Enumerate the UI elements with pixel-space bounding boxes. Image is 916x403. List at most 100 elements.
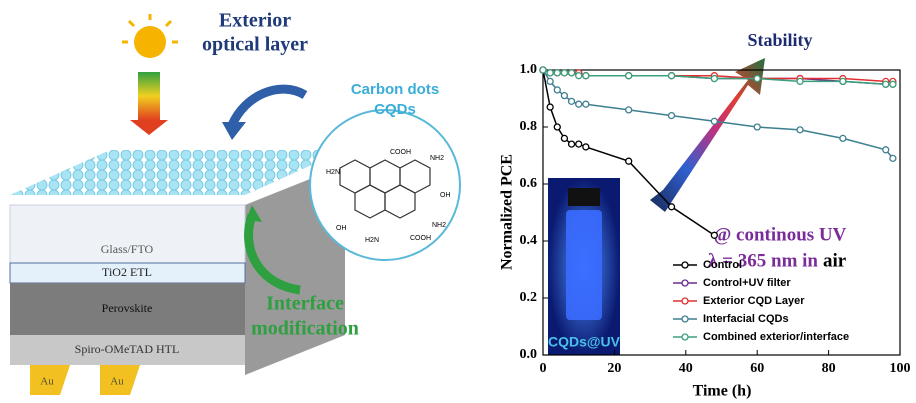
au-tab	[30, 365, 70, 395]
x-axis-label: Time (h)	[693, 383, 752, 400]
annotation: λ = 365 nm in	[708, 250, 818, 271]
arrow-head	[222, 122, 246, 140]
data-point	[560, 92, 569, 100]
y-tick-label: 0.0	[520, 347, 538, 362]
data-point	[625, 157, 633, 165]
x-tick-label: 60	[750, 361, 764, 376]
au-tab	[100, 365, 140, 395]
data-point	[539, 66, 547, 74]
data-point	[560, 69, 569, 77]
data-point	[567, 97, 576, 105]
legend-label: Combined exterior/interface	[703, 331, 849, 343]
annotation: @ continous UV	[714, 224, 847, 245]
electrode-label: Au	[110, 376, 124, 388]
legend-marker	[681, 315, 689, 323]
data-point	[796, 77, 804, 86]
data-point	[710, 231, 719, 239]
data-point	[560, 134, 569, 143]
group-label: OH	[336, 225, 347, 232]
legend-label: Interfacial CQDs	[703, 313, 789, 325]
legend-marker	[681, 333, 689, 341]
group-label: H2N	[326, 169, 340, 176]
annotation: air	[823, 250, 847, 271]
data-point	[889, 80, 897, 88]
vial-cap	[568, 188, 600, 206]
layer-label: TiO2 ETL	[102, 265, 152, 279]
perovskite-layer	[10, 283, 245, 335]
legend-label: Control	[703, 259, 742, 271]
x-tick-label: 20	[607, 361, 621, 376]
legend-marker	[681, 261, 689, 269]
group-label: OH	[440, 192, 451, 199]
vial	[566, 210, 602, 320]
data-point	[882, 80, 890, 88]
data-point	[567, 140, 576, 148]
data-point	[553, 69, 561, 77]
data-point	[575, 72, 583, 80]
label: Carbon dots	[351, 81, 439, 98]
sun-rays	[122, 14, 178, 44]
data-point	[582, 100, 590, 108]
data-point	[567, 69, 576, 77]
data-point	[625, 106, 633, 114]
group-label: NH2	[430, 155, 444, 162]
data-point	[582, 143, 590, 151]
stability-arrow	[650, 58, 765, 212]
device-stack: COOH H2N NH2 OH OH H2N COOH NH2	[9, 14, 461, 395]
group-label: COOH	[390, 149, 411, 156]
data-point	[546, 69, 554, 77]
data-point	[667, 111, 676, 120]
label: Exterior	[219, 10, 291, 32]
data-point	[710, 74, 719, 83]
legend-label: Control+UV filter	[703, 277, 791, 289]
curved-arrow	[227, 84, 308, 128]
label: CQDs	[374, 101, 416, 118]
x-tick-label: 100	[890, 361, 911, 376]
plot-frame	[542, 69, 901, 356]
data-point	[575, 100, 583, 108]
curved-arrow	[244, 213, 301, 295]
y-tick-label: 0.8	[520, 119, 538, 134]
data-point	[839, 77, 847, 86]
data-point	[889, 154, 897, 163]
data-point	[753, 123, 761, 131]
y-tick-label: 1.0	[520, 62, 538, 77]
data-point	[582, 72, 590, 80]
data-point	[839, 134, 847, 143]
group-label: H2N	[365, 237, 379, 244]
electrode-label: Au	[40, 376, 54, 388]
data-point	[667, 72, 676, 80]
data-point	[710, 117, 719, 125]
y-tick-label: 0.4	[520, 233, 538, 248]
y-axis-label: Normalized PCE	[499, 154, 516, 270]
data-point	[553, 86, 561, 94]
label: Interface	[266, 293, 344, 315]
data-point	[796, 126, 804, 134]
layer-label: Perovskite	[102, 301, 153, 315]
data-point	[575, 140, 583, 148]
x-tick-label: 40	[679, 361, 693, 376]
group-label: NH2	[432, 222, 446, 229]
y-tick-label: 0.2	[520, 290, 538, 305]
light-beam	[138, 72, 160, 120]
molecule-circle	[309, 109, 461, 261]
annotation: CQDs@UV	[548, 334, 621, 350]
legend-marker	[681, 279, 689, 287]
light-arrow	[130, 120, 168, 135]
data-point	[882, 146, 890, 154]
legend-label: Exterior CQD Layer	[703, 295, 805, 307]
molecule	[339, 159, 431, 219]
data-point	[553, 123, 561, 131]
x-tick-label: 80	[822, 361, 836, 376]
data-point	[753, 74, 761, 83]
data-point	[625, 72, 633, 80]
label: modification	[251, 318, 359, 340]
cqd-layer	[10, 150, 345, 195]
sun	[134, 26, 166, 58]
layer-label: Glass/FTO	[101, 242, 154, 256]
label: optical layer	[202, 34, 308, 56]
legend-marker	[681, 297, 689, 305]
layer-label: Spiro-OMeTAD HTL	[75, 342, 180, 356]
y-tick-label: 0.6	[520, 176, 538, 191]
